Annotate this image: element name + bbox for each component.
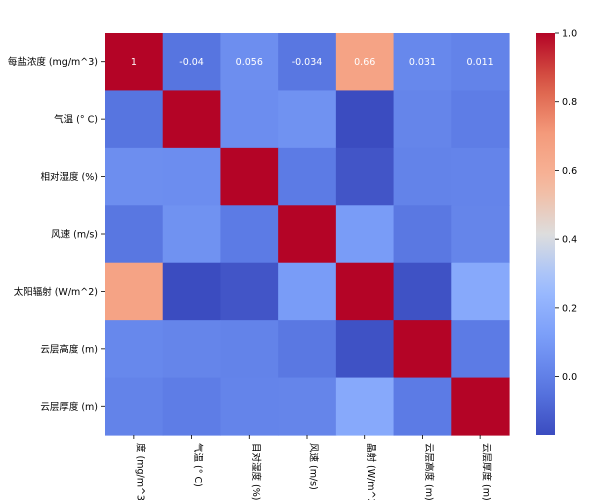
heatmap-cell-r2-c5: [393, 147, 452, 206]
heatmap-cell-r2-c1: [162, 147, 222, 206]
heatmap-cell-r3-c4: [335, 205, 395, 264]
heatmap-cell-r6-c3: [278, 377, 337, 436]
heatmap-cell-r5-c6: [451, 320, 510, 379]
heatmap-cell-r6-c1: [162, 377, 222, 436]
heatmap-cell-r3-c1: [162, 205, 222, 264]
heatmap-cell-r0-c4: [335, 33, 395, 92]
heatmap-cell-r0-c6: [451, 33, 510, 92]
colorbar-gradient: [536, 33, 555, 435]
heatmap-cell-r4-c1: [162, 262, 222, 321]
heatmap-cell-r5-c2: [220, 320, 279, 379]
heatmap-cell-r4-c6: [451, 262, 510, 321]
cell-annotations: 1 -0.04 0.056 -0.034 0.66 0.031 0.011: [131, 57, 494, 68]
heatmap-cell-r5-c0: [105, 320, 164, 379]
heatmap-cell-r4-c0: [105, 262, 164, 321]
column-label-1: 气温 (° C): [192, 443, 204, 487]
cell-annotation-r0-c1: -0.04: [179, 57, 204, 68]
heatmap-cell-r3-c2: [220, 205, 279, 264]
heatmap-cell-r3-c5: [393, 205, 452, 264]
heatmap-cell-r6-c5: [393, 377, 452, 436]
heatmap-cell-r2-c0: [105, 147, 164, 206]
cell-annotation-r0-c3: -0.034: [292, 57, 323, 68]
column-label-3: 风速 (m/s): [308, 443, 319, 490]
column-label-0: 度 (mg/m^3): [134, 443, 146, 500]
column-label-6: 云层厚度 (m): [481, 443, 493, 500]
heatmap-cell-r3-c0: [105, 205, 164, 264]
row-label-3: 风速 (m/s): [51, 230, 98, 241]
heatmap-cell-r0-c3: [278, 33, 337, 92]
cell-annotation-r0-c4: 0.66: [354, 57, 375, 68]
colorbar-tick-label-4: 0.8: [562, 97, 577, 108]
heatmap-cell-r4-c2: [220, 262, 279, 321]
row-label-2: 相对湿度 (%): [41, 171, 98, 183]
heatmap-cell-r5-c5: [393, 320, 452, 379]
heatmap-cells: [105, 33, 510, 436]
heatmap-cell-r5-c3: [278, 320, 337, 379]
heatmap-cell-r6-c0: [105, 377, 164, 436]
heatmap-cell-r4-c3: [278, 262, 337, 321]
heatmap-cell-r0-c0: [105, 33, 164, 92]
colorbar-tick-label-3: 0.6: [562, 166, 577, 177]
cell-annotation-r0-c6: 0.011: [467, 57, 494, 68]
colorbar-tick-label-0: 0.0: [562, 372, 577, 383]
column-labels: 度 (mg/m^3) 气温 (° C) 目对湿度 (%) 风速 (m/s) 晶射 (W/…: [133, 435, 493, 504]
heatmap-cell-r3-c6: [451, 205, 510, 264]
row-labels: 每盐浓度 (mg/m^3) 气温 (° C) 相对湿度 (%) 风速 (m/s) 太阳辐…: [8, 56, 105, 413]
heatmap-cell-r1-c4: [335, 90, 395, 149]
heatmap-cell-r0-c2: [220, 33, 279, 92]
column-label-4: 晶射 (W/m^2): [365, 443, 377, 500]
heatmap-cell-r1-c2: [220, 90, 279, 149]
heatmap-cell-r5-c4: [335, 320, 395, 379]
cell-annotation-r0-c5: 0.031: [409, 57, 436, 68]
row-label-4: 太阳辐射 (W/m^2): [14, 286, 98, 298]
column-label-5: 云层高度 (m): [423, 443, 435, 500]
cell-annotation-r0-c0: 1: [131, 57, 137, 68]
heatmap-cell-r3-c3: [278, 205, 337, 264]
heatmap-cell-r0-c5: [393, 33, 452, 92]
row-label-5: 云层高度 (m): [40, 343, 98, 355]
heatmap-cell-r4-c4: [335, 262, 395, 321]
heatmap-cell-r2-c6: [451, 147, 510, 206]
heatmap-cell-r1-c6: [451, 90, 510, 149]
heatmap-cell-r2-c4: [335, 147, 395, 206]
heatmap-cell-r1-c1: [162, 90, 222, 149]
heatmap-cell-r0-c1: [162, 33, 222, 92]
colorbar-tick-label-5: 1.0: [562, 29, 577, 40]
heatmap-cell-r2-c2: [220, 147, 279, 206]
heatmap-cell-r1-c0: [105, 90, 164, 149]
cell-annotation-r0-c2: 0.056: [236, 57, 263, 68]
row-label-0: 每盐浓度 (mg/m^3): [8, 56, 98, 68]
heatmap-cell-r6-c6: [451, 377, 510, 436]
heatmap-cell-r4-c5: [393, 262, 452, 321]
heatmap-cell-r1-c5: [393, 90, 452, 149]
colorbar-tick-label-1: 0.2: [562, 303, 577, 314]
colorbar-tick-label-2: 0.4: [562, 235, 577, 246]
heatmap-cell-r6-c2: [220, 377, 279, 436]
heatmap-cell-r1-c3: [278, 90, 337, 149]
heatmap-cell-r5-c1: [162, 320, 222, 379]
colorbar: 0.0 0.2 0.4 0.6 0.8 1.0: [536, 29, 577, 435]
row-label-1: 气温 (° C): [54, 114, 98, 126]
column-label-2: 目对湿度 (%): [250, 443, 262, 500]
heatmap-cell-r2-c3: [278, 147, 337, 206]
row-label-6: 云层厚度 (m): [40, 401, 98, 413]
heatmap-cell-r6-c4: [335, 377, 395, 436]
